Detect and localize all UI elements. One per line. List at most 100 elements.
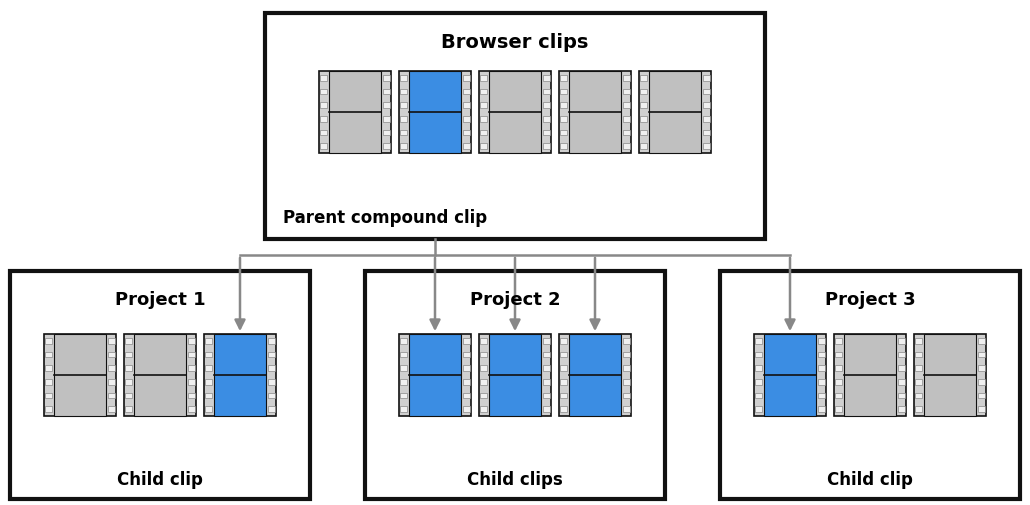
Bar: [543, 131, 550, 136]
Bar: [977, 366, 985, 371]
Bar: [44, 334, 116, 416]
Bar: [108, 393, 114, 398]
Bar: [365, 272, 665, 499]
Bar: [916, 379, 922, 385]
Bar: [45, 338, 53, 344]
Bar: [897, 366, 904, 371]
Bar: [835, 352, 843, 358]
Bar: [560, 144, 568, 149]
Text: Browser clips: Browser clips: [441, 32, 589, 52]
Bar: [755, 407, 762, 412]
Bar: [916, 407, 922, 412]
Bar: [543, 90, 550, 95]
Bar: [45, 407, 53, 412]
Bar: [641, 131, 648, 136]
Bar: [399, 72, 471, 154]
Bar: [480, 90, 487, 95]
Bar: [329, 72, 381, 154]
Bar: [897, 393, 904, 398]
Bar: [401, 366, 407, 371]
Bar: [124, 334, 196, 416]
Bar: [480, 393, 487, 398]
Bar: [560, 379, 568, 385]
Bar: [755, 338, 762, 344]
Bar: [382, 131, 389, 136]
Bar: [45, 352, 53, 358]
Bar: [401, 144, 407, 149]
Bar: [560, 90, 568, 95]
Bar: [268, 379, 275, 385]
Bar: [639, 72, 711, 154]
Bar: [834, 334, 906, 416]
Bar: [126, 366, 133, 371]
Bar: [187, 379, 195, 385]
Bar: [45, 366, 53, 371]
Bar: [462, 407, 470, 412]
Bar: [462, 131, 470, 136]
Text: Child clip: Child clip: [827, 470, 913, 488]
Bar: [320, 90, 328, 95]
Bar: [205, 338, 212, 344]
Bar: [623, 144, 629, 149]
Bar: [897, 352, 904, 358]
Bar: [924, 334, 976, 416]
Bar: [916, 338, 922, 344]
Bar: [187, 393, 195, 398]
Bar: [702, 90, 710, 95]
Bar: [265, 14, 765, 239]
Text: Project 2: Project 2: [470, 290, 560, 309]
Bar: [126, 407, 133, 412]
Bar: [755, 366, 762, 371]
Bar: [268, 352, 275, 358]
Bar: [623, 366, 629, 371]
Bar: [134, 334, 186, 416]
Bar: [543, 338, 550, 344]
Bar: [623, 131, 629, 136]
Bar: [205, 407, 212, 412]
Bar: [844, 334, 896, 416]
Bar: [320, 104, 328, 109]
Bar: [914, 334, 986, 416]
Bar: [543, 352, 550, 358]
Bar: [401, 117, 407, 122]
Bar: [543, 76, 550, 81]
Bar: [977, 407, 985, 412]
Bar: [623, 76, 629, 81]
Bar: [401, 352, 407, 358]
Bar: [480, 407, 487, 412]
Bar: [108, 366, 114, 371]
Bar: [818, 379, 825, 385]
Bar: [835, 338, 843, 344]
Bar: [268, 338, 275, 344]
Bar: [462, 393, 470, 398]
Bar: [462, 90, 470, 95]
Bar: [409, 72, 461, 154]
Bar: [108, 338, 114, 344]
Bar: [543, 379, 550, 385]
Bar: [479, 72, 551, 154]
Bar: [462, 104, 470, 109]
Bar: [641, 117, 648, 122]
Bar: [641, 144, 648, 149]
Bar: [560, 76, 568, 81]
Bar: [205, 366, 212, 371]
Bar: [320, 144, 328, 149]
Bar: [401, 379, 407, 385]
Bar: [702, 104, 710, 109]
Bar: [543, 393, 550, 398]
Bar: [187, 352, 195, 358]
Bar: [763, 334, 817, 416]
Bar: [320, 76, 328, 81]
Bar: [755, 393, 762, 398]
Bar: [480, 144, 487, 149]
Bar: [480, 352, 487, 358]
Bar: [382, 90, 389, 95]
Bar: [835, 366, 843, 371]
Bar: [649, 72, 701, 154]
Bar: [897, 407, 904, 412]
Bar: [480, 117, 487, 122]
Bar: [560, 117, 568, 122]
Bar: [126, 338, 133, 344]
Bar: [480, 131, 487, 136]
Bar: [205, 393, 212, 398]
